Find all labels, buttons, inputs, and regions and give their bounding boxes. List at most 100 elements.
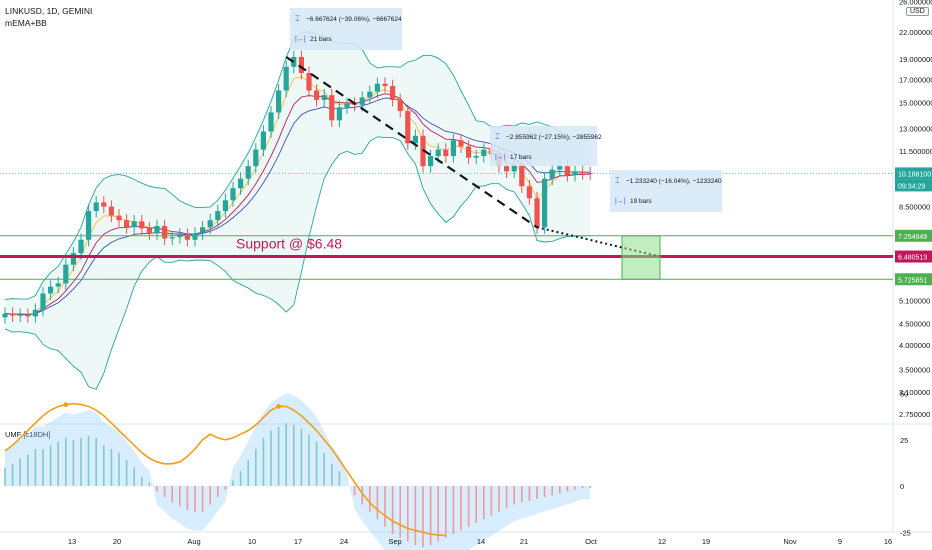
- candle[interactable]: [55, 283, 61, 287]
- price-tick-label: 3.500000: [899, 366, 930, 375]
- support-label[interactable]: Support @ $6.48: [236, 236, 342, 252]
- measure-box[interactable]: [490, 126, 597, 166]
- candle[interactable]: [481, 149, 487, 157]
- candle[interactable]: [435, 149, 441, 157]
- candle[interactable]: [63, 264, 69, 284]
- candle[interactable]: [260, 131, 266, 150]
- candle[interactable]: [238, 178, 244, 189]
- candle[interactable]: [314, 90, 320, 100]
- candle[interactable]: [549, 169, 555, 179]
- candle[interactable]: [450, 140, 456, 157]
- candle[interactable]: [32, 309, 38, 317]
- candle[interactable]: [511, 164, 517, 172]
- candle[interactable]: [40, 293, 46, 310]
- candle[interactable]: [48, 286, 54, 294]
- candle[interactable]: [192, 233, 198, 240]
- candle[interactable]: [564, 166, 570, 176]
- oscillator-line[interactable]: [4, 402, 446, 537]
- candle[interactable]: [116, 215, 122, 221]
- range-icon: ⌶: [495, 132, 500, 141]
- candle[interactable]: [200, 227, 206, 234]
- symbol-title[interactable]: LINKUSD, 1D, GEMINI: [5, 6, 93, 16]
- price-tick-label: 5.100000: [899, 297, 930, 306]
- candle[interactable]: [139, 221, 145, 229]
- candle[interactable]: [405, 111, 411, 144]
- currency-button[interactable]: USD: [906, 7, 929, 16]
- downtrend-line[interactable]: [285, 56, 538, 229]
- candle[interactable]: [367, 91, 373, 98]
- candle[interactable]: [587, 173, 593, 175]
- candle[interactable]: [108, 206, 114, 216]
- candle[interactable]: [572, 171, 578, 176]
- candle[interactable]: [397, 99, 403, 112]
- candle[interactable]: [542, 178, 548, 228]
- candle[interactable]: [526, 186, 532, 199]
- candle[interactable]: [443, 149, 449, 157]
- oscillator-label[interactable]: UMF [c18DH]: [5, 430, 50, 439]
- candle[interactable]: [359, 97, 365, 105]
- candle[interactable]: [306, 72, 312, 91]
- candle[interactable]: [86, 211, 92, 240]
- candle[interactable]: [276, 90, 282, 113]
- candle[interactable]: [245, 166, 251, 179]
- time-tick-label: 13: [68, 537, 76, 546]
- measure-box[interactable]: [290, 8, 402, 50]
- indicator-name[interactable]: mEMA+BB: [5, 18, 47, 28]
- candle[interactable]: [557, 166, 563, 170]
- candle[interactable]: [25, 314, 31, 317]
- support-level-badge: 6.480513: [898, 255, 927, 262]
- candle[interactable]: [131, 221, 137, 228]
- candle[interactable]: [207, 220, 213, 228]
- bars-icon: |↔|: [295, 36, 306, 43]
- candle[interactable]: [382, 83, 388, 86]
- candle[interactable]: [169, 237, 175, 239]
- time-tick-label: 17: [294, 537, 302, 546]
- candle[interactable]: [329, 95, 335, 121]
- candle[interactable]: [504, 166, 510, 172]
- candle[interactable]: [298, 57, 304, 73]
- candle[interactable]: [146, 228, 152, 234]
- candle[interactable]: [184, 234, 190, 240]
- candle[interactable]: [374, 83, 380, 92]
- candle[interactable]: [10, 313, 16, 316]
- measure-box[interactable]: [610, 170, 722, 212]
- candle[interactable]: [291, 57, 297, 67]
- candle[interactable]: [70, 253, 76, 265]
- candle[interactable]: [458, 140, 464, 147]
- oscillator-peak-dot: [63, 402, 69, 407]
- candle[interactable]: [466, 146, 472, 158]
- candle[interactable]: [321, 95, 327, 100]
- candle[interactable]: [283, 66, 289, 91]
- time-tick-label: 24: [340, 537, 348, 546]
- candle[interactable]: [93, 202, 99, 212]
- candle[interactable]: [162, 226, 168, 239]
- candle[interactable]: [428, 156, 434, 167]
- candle[interactable]: [519, 164, 525, 187]
- candle[interactable]: [154, 226, 160, 234]
- candle[interactable]: [230, 188, 236, 201]
- candle[interactable]: [253, 149, 259, 167]
- candle[interactable]: [534, 198, 540, 228]
- candle[interactable]: [344, 103, 350, 108]
- candle[interactable]: [268, 112, 274, 132]
- candle[interactable]: [390, 85, 396, 100]
- price-tick-label: 13.000000: [899, 125, 932, 134]
- candle[interactable]: [336, 107, 342, 121]
- candle[interactable]: [101, 202, 107, 207]
- time-tick-label: Nov: [783, 537, 797, 546]
- candle[interactable]: [473, 156, 479, 158]
- candle[interactable]: [78, 239, 84, 254]
- time-tick-label: 9: [838, 537, 842, 546]
- candle[interactable]: [412, 135, 418, 144]
- candle[interactable]: [222, 200, 228, 212]
- candle[interactable]: [215, 211, 221, 221]
- candle[interactable]: [580, 171, 586, 174]
- candle[interactable]: [124, 220, 130, 228]
- price-tick-label: 8.500000: [899, 203, 930, 212]
- range-icon: ⌶: [615, 176, 620, 185]
- target-zone-box[interactable]: [621, 235, 661, 280]
- candle[interactable]: [17, 314, 23, 316]
- candle[interactable]: [2, 313, 8, 318]
- price-pane[interactable]: [0, 0, 893, 424]
